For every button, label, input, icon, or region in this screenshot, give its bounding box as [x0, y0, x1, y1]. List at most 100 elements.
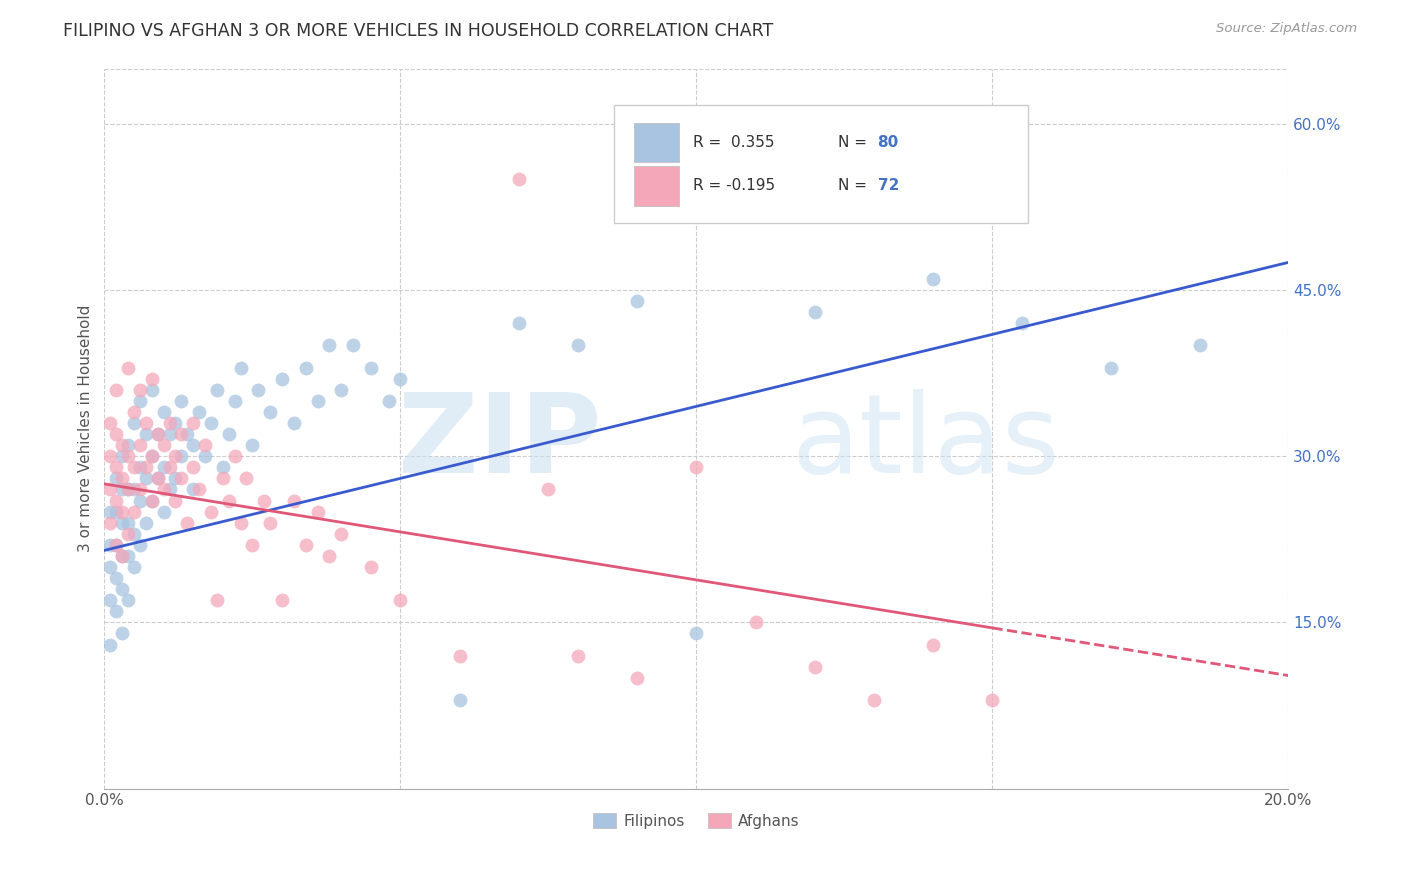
Point — [1188, 338, 1211, 352]
Point — [181, 460, 204, 475]
Point — [259, 516, 281, 530]
Point — [111, 549, 134, 563]
Point — [626, 671, 648, 685]
Point — [141, 449, 163, 463]
Point — [804, 305, 827, 319]
Point — [253, 493, 276, 508]
Point — [117, 593, 139, 607]
Legend: Filipinos, Afghans: Filipinos, Afghans — [586, 806, 806, 835]
Point — [105, 571, 128, 585]
Point — [122, 460, 145, 475]
Point — [200, 416, 222, 430]
Point — [318, 549, 340, 563]
Point — [105, 604, 128, 618]
Point — [122, 483, 145, 497]
Point — [567, 648, 589, 663]
Point — [105, 471, 128, 485]
Point — [98, 638, 121, 652]
Point — [294, 538, 316, 552]
Point — [224, 393, 246, 408]
Point — [105, 493, 128, 508]
Point — [129, 393, 152, 408]
Point — [141, 383, 163, 397]
Point — [188, 483, 211, 497]
Point — [111, 582, 134, 596]
Point — [181, 483, 204, 497]
Point — [804, 659, 827, 673]
Point — [129, 438, 152, 452]
Point — [1099, 360, 1122, 375]
Point — [117, 516, 139, 530]
Point — [170, 393, 193, 408]
Point — [141, 372, 163, 386]
Text: atlas: atlas — [792, 390, 1060, 497]
Point — [242, 438, 264, 452]
Point — [152, 505, 174, 519]
Point — [330, 383, 353, 397]
Point — [389, 593, 412, 607]
Point — [159, 416, 181, 430]
Text: 80: 80 — [877, 136, 898, 150]
Point — [146, 427, 169, 442]
Text: Source: ZipAtlas.com: Source: ZipAtlas.com — [1216, 22, 1357, 36]
Point — [98, 416, 121, 430]
Point — [318, 338, 340, 352]
Point — [98, 449, 121, 463]
Point — [98, 505, 121, 519]
Point — [176, 516, 198, 530]
Point — [152, 405, 174, 419]
Point — [141, 449, 163, 463]
Point — [165, 471, 187, 485]
Point — [105, 460, 128, 475]
Point — [122, 526, 145, 541]
Point — [117, 360, 139, 375]
Point — [122, 416, 145, 430]
Point — [389, 372, 412, 386]
Point — [181, 416, 204, 430]
Y-axis label: 3 or more Vehicles in Household: 3 or more Vehicles in Household — [79, 305, 93, 552]
Point — [922, 638, 945, 652]
Point — [176, 427, 198, 442]
Point — [863, 693, 886, 707]
Point — [188, 405, 211, 419]
Point — [98, 516, 121, 530]
Point — [146, 471, 169, 485]
Point — [229, 516, 252, 530]
Point — [111, 471, 134, 485]
Point — [685, 460, 707, 475]
Point — [170, 427, 193, 442]
Point — [135, 516, 157, 530]
Point — [508, 172, 530, 186]
Point — [117, 549, 139, 563]
Point — [129, 483, 152, 497]
Point — [117, 526, 139, 541]
Point — [360, 560, 382, 574]
Point — [111, 549, 134, 563]
Point — [218, 427, 240, 442]
Point — [626, 294, 648, 309]
Point — [200, 505, 222, 519]
Point — [117, 438, 139, 452]
FancyBboxPatch shape — [634, 166, 679, 206]
Point — [117, 449, 139, 463]
Point — [1011, 316, 1033, 330]
Text: FILIPINO VS AFGHAN 3 OR MORE VEHICLES IN HOUSEHOLD CORRELATION CHART: FILIPINO VS AFGHAN 3 OR MORE VEHICLES IN… — [63, 22, 773, 40]
FancyBboxPatch shape — [634, 123, 679, 162]
Point — [105, 505, 128, 519]
Point — [98, 538, 121, 552]
Point — [449, 693, 471, 707]
Point — [922, 272, 945, 286]
Point — [981, 693, 1004, 707]
Point — [98, 593, 121, 607]
Point — [271, 372, 294, 386]
Text: R =  0.355: R = 0.355 — [693, 136, 775, 150]
Text: 72: 72 — [877, 178, 898, 194]
Point — [259, 405, 281, 419]
Point — [283, 493, 305, 508]
Point — [205, 383, 228, 397]
Point — [111, 516, 134, 530]
Point — [229, 360, 252, 375]
Text: N =: N = — [838, 178, 872, 194]
Point — [165, 416, 187, 430]
Point — [98, 560, 121, 574]
